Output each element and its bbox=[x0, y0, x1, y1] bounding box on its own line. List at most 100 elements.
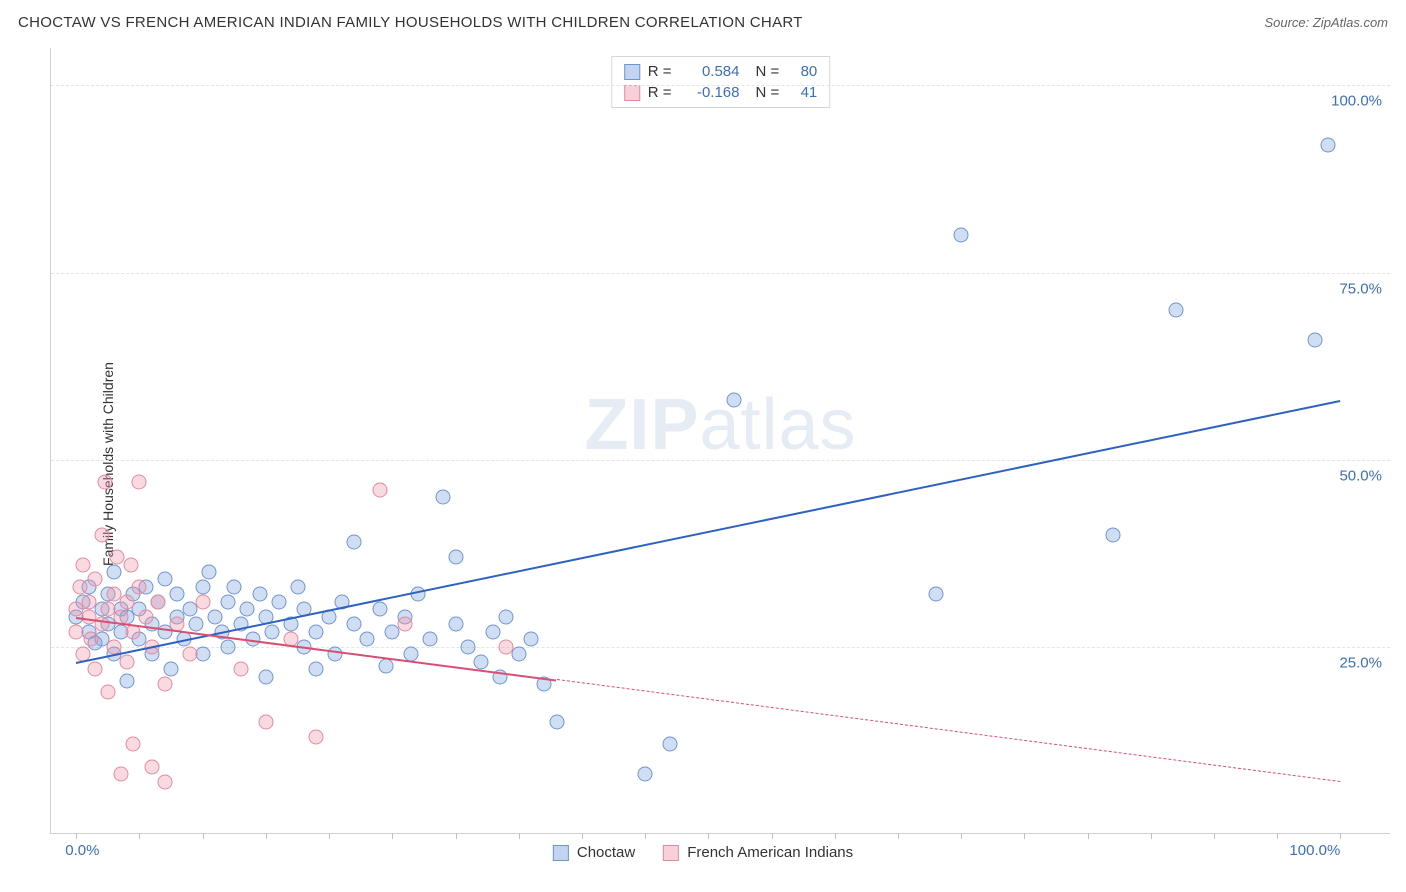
gridline bbox=[51, 647, 1390, 648]
x-tick bbox=[1214, 833, 1215, 839]
scatter-point bbox=[220, 594, 235, 609]
scatter-point bbox=[461, 639, 476, 654]
watermark-rest: atlas bbox=[699, 385, 856, 465]
scatter-point bbox=[195, 594, 210, 609]
scatter-point bbox=[347, 535, 362, 550]
scatter-point bbox=[928, 587, 943, 602]
x-tick bbox=[76, 833, 77, 839]
scatter-point bbox=[119, 594, 134, 609]
scatter-point bbox=[183, 647, 198, 662]
scatter-point bbox=[208, 609, 223, 624]
scatter-point bbox=[100, 684, 115, 699]
scatter-point bbox=[1105, 527, 1120, 542]
scatter-point bbox=[549, 714, 564, 729]
x-tick bbox=[203, 833, 204, 839]
x-tick bbox=[961, 833, 962, 839]
n-value: 41 bbox=[787, 84, 817, 101]
watermark-bold: ZIP bbox=[584, 385, 699, 465]
legend-swatch bbox=[663, 845, 679, 861]
scatter-point bbox=[423, 632, 438, 647]
scatter-point bbox=[123, 557, 138, 572]
scatter-point bbox=[88, 662, 103, 677]
x-tick bbox=[1088, 833, 1089, 839]
scatter-point bbox=[94, 527, 109, 542]
scatter-point bbox=[252, 587, 267, 602]
scatter-point bbox=[233, 662, 248, 677]
scatter-point bbox=[88, 572, 103, 587]
x-tick bbox=[456, 833, 457, 839]
n-label: N = bbox=[756, 63, 780, 80]
scatter-point bbox=[126, 737, 141, 752]
scatter-point bbox=[309, 662, 324, 677]
r-label: R = bbox=[648, 63, 672, 80]
scatter-point bbox=[113, 767, 128, 782]
scatter-point bbox=[379, 658, 394, 673]
trend-line bbox=[76, 400, 1341, 664]
scatter-point bbox=[347, 617, 362, 632]
scatter-point bbox=[1308, 332, 1323, 347]
scatter-point bbox=[372, 482, 387, 497]
y-tick-label: 100.0% bbox=[1331, 93, 1382, 110]
y-tick-label: 25.0% bbox=[1339, 654, 1382, 671]
scatter-point bbox=[328, 647, 343, 662]
legend-swatch bbox=[624, 64, 640, 80]
scatter-point bbox=[663, 737, 678, 752]
scatter-point bbox=[360, 632, 375, 647]
scatter-point bbox=[151, 594, 166, 609]
x-tick bbox=[1340, 833, 1341, 839]
scatter-point bbox=[227, 579, 242, 594]
scatter-point bbox=[157, 572, 172, 587]
scatter-point bbox=[119, 673, 134, 688]
scatter-point bbox=[145, 759, 160, 774]
scatter-point bbox=[397, 617, 412, 632]
chart-title: CHOCTAW VS FRENCH AMERICAN INDIAN FAMILY… bbox=[18, 14, 803, 31]
scatter-point bbox=[170, 587, 185, 602]
x-tick bbox=[266, 833, 267, 839]
y-tick-label: 50.0% bbox=[1339, 467, 1382, 484]
x-tick bbox=[582, 833, 583, 839]
x-tick-label: 0.0% bbox=[65, 842, 99, 859]
legend-swatch bbox=[624, 85, 640, 101]
watermark: ZIPatlas bbox=[584, 384, 856, 466]
scatter-point bbox=[265, 624, 280, 639]
x-tick bbox=[519, 833, 520, 839]
scatter-point bbox=[119, 654, 134, 669]
scatter-point bbox=[75, 557, 90, 572]
trend-line-extrapolated bbox=[557, 679, 1341, 782]
x-tick bbox=[392, 833, 393, 839]
x-tick-label: 100.0% bbox=[1289, 842, 1340, 859]
scatter-point bbox=[239, 602, 254, 617]
scatter-point bbox=[954, 228, 969, 243]
n-value: 80 bbox=[787, 63, 817, 80]
scatter-point bbox=[258, 714, 273, 729]
scatter-point bbox=[69, 624, 84, 639]
scatter-point bbox=[499, 639, 514, 654]
x-tick bbox=[1151, 833, 1152, 839]
chart-container: Family Households with Children ZIPatlas… bbox=[0, 36, 1406, 892]
r-value: 0.584 bbox=[680, 63, 740, 80]
source-attribution: Source: ZipAtlas.com bbox=[1264, 15, 1388, 30]
scatter-point bbox=[73, 579, 88, 594]
scatter-point bbox=[132, 579, 147, 594]
scatter-point bbox=[435, 490, 450, 505]
scatter-point bbox=[84, 632, 99, 647]
x-tick bbox=[645, 833, 646, 839]
gridline bbox=[51, 85, 1390, 86]
scatter-point bbox=[638, 767, 653, 782]
scatter-point bbox=[202, 565, 217, 580]
x-tick bbox=[898, 833, 899, 839]
scatter-point bbox=[220, 639, 235, 654]
series-legend: ChoctawFrench American Indians bbox=[553, 844, 853, 861]
scatter-point bbox=[138, 609, 153, 624]
scatter-point bbox=[524, 632, 539, 647]
x-tick bbox=[835, 833, 836, 839]
scatter-point bbox=[109, 550, 124, 565]
scatter-point bbox=[271, 594, 286, 609]
scatter-point bbox=[499, 609, 514, 624]
scatter-point bbox=[1169, 303, 1184, 318]
plot-area: ZIPatlas R =0.584N =80R =-0.168N =41 25.… bbox=[50, 48, 1390, 834]
chart-header: CHOCTAW VS FRENCH AMERICAN INDIAN FAMILY… bbox=[0, 0, 1406, 36]
legend-row: R = 0.584 N = 80 bbox=[624, 61, 818, 82]
scatter-point bbox=[164, 662, 179, 677]
scatter-point bbox=[486, 624, 501, 639]
